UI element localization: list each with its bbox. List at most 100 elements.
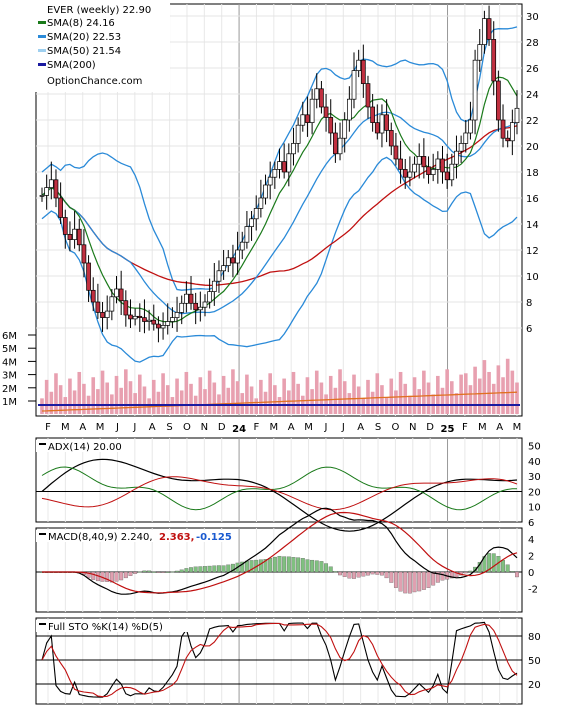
candle-body bbox=[444, 171, 450, 181]
macd-axis-labels: 6 4 2 0 -2 bbox=[528, 518, 538, 595]
macd-hist-bar bbox=[347, 571, 352, 579]
volume-bar bbox=[352, 374, 356, 414]
sma50-swatch bbox=[38, 49, 46, 52]
macd-hist-bar bbox=[230, 563, 235, 573]
volume-bar bbox=[235, 381, 240, 414]
macd-hist-bar bbox=[282, 556, 287, 573]
candle-body bbox=[291, 143, 296, 155]
volume-bar bbox=[263, 391, 268, 414]
macd-hist-bar bbox=[324, 563, 329, 573]
sma20-line bbox=[41, 111, 518, 315]
macd-hist-bar bbox=[258, 559, 263, 573]
adx-label-50: 50 bbox=[528, 442, 541, 453]
macd-hist-bar bbox=[240, 561, 245, 573]
candle-body bbox=[309, 98, 315, 123]
volume-bar bbox=[91, 377, 96, 414]
panel-frame bbox=[35, 437, 523, 523]
volume-bar bbox=[254, 398, 259, 414]
macd-hist-bar bbox=[277, 555, 282, 573]
volume-bar bbox=[445, 369, 449, 414]
volume-bar bbox=[314, 370, 319, 414]
date-label-19: S bbox=[375, 422, 381, 433]
volume-bar bbox=[282, 378, 286, 414]
adx-line bbox=[41, 458, 518, 532]
candle-body bbox=[104, 310, 110, 318]
macd-hist-bar bbox=[403, 571, 408, 594]
volume-bar bbox=[412, 377, 417, 414]
macd-hist-bar bbox=[114, 571, 119, 582]
volume-bar bbox=[198, 377, 203, 414]
candle-body bbox=[430, 169, 436, 175]
macd-hist-bar bbox=[305, 559, 310, 573]
volume-bar bbox=[468, 385, 473, 414]
candle-body bbox=[421, 156, 427, 168]
candle-body bbox=[360, 59, 366, 84]
macd-title-bg bbox=[36, 530, 232, 542]
candle-body bbox=[509, 122, 515, 142]
legend-sma20: SMA(20) 22.53 bbox=[47, 32, 121, 43]
volume-bar bbox=[338, 369, 342, 414]
date-label-22: D bbox=[426, 422, 434, 433]
candle-body bbox=[500, 119, 506, 139]
volume-label-3M: 3M bbox=[2, 371, 17, 382]
volume-bar bbox=[226, 387, 231, 414]
volume-bar bbox=[398, 371, 403, 414]
candle-body bbox=[514, 107, 520, 123]
volume-bar bbox=[361, 398, 366, 414]
macd-hist-bar bbox=[398, 571, 403, 592]
legend-sma8: SMA(8) 24.16 bbox=[47, 18, 115, 29]
candle-body bbox=[300, 114, 306, 126]
volume-bar bbox=[491, 383, 496, 414]
candle-body bbox=[151, 319, 157, 325]
candle-body bbox=[142, 317, 147, 322]
legend-sma50: SMA(50) 21.54 bbox=[47, 46, 121, 57]
volume-bar bbox=[77, 371, 82, 414]
volume-ma bbox=[41, 391, 518, 412]
candle-body bbox=[272, 169, 278, 178]
candle-body bbox=[193, 302, 199, 311]
candle-body bbox=[211, 280, 217, 292]
candle-body bbox=[435, 158, 441, 170]
candle-body bbox=[491, 39, 497, 82]
macd-hist-bar bbox=[119, 571, 124, 581]
date-label-15: M bbox=[304, 422, 313, 433]
stoch-title: Full STO %K(14) %D(5) bbox=[48, 622, 163, 633]
sma8-line bbox=[41, 76, 518, 323]
candle-body bbox=[295, 124, 301, 144]
date-label-25: M bbox=[478, 422, 487, 433]
volume-bar bbox=[221, 375, 226, 414]
date-label-1: M bbox=[61, 422, 70, 433]
macd-hist-bar bbox=[421, 571, 426, 590]
sma200-swatch bbox=[38, 63, 46, 66]
macd-hist-bar bbox=[142, 570, 147, 573]
macd-hist-bar bbox=[184, 568, 189, 573]
volume-bar bbox=[403, 383, 408, 414]
volume-label-6M: 6M bbox=[2, 331, 17, 342]
macd-hist-bar bbox=[505, 564, 510, 573]
volume-bar bbox=[515, 382, 519, 414]
date-label-6: A bbox=[149, 422, 156, 433]
candle-body bbox=[472, 59, 478, 121]
candle-body bbox=[156, 323, 161, 329]
volume-bar bbox=[119, 387, 123, 414]
volume-bar bbox=[305, 377, 310, 414]
macd-hist-bar bbox=[491, 553, 496, 573]
di-minus-line bbox=[41, 476, 518, 511]
date-label-9: N bbox=[201, 422, 208, 433]
volume-bar bbox=[179, 390, 184, 414]
candle-body bbox=[109, 296, 115, 312]
candle-body bbox=[221, 265, 226, 272]
volume-bar bbox=[454, 393, 459, 414]
macd-hist-bar bbox=[342, 571, 347, 577]
candle-body bbox=[477, 44, 483, 61]
candle-body bbox=[53, 179, 59, 199]
macd-hist-bar bbox=[417, 571, 422, 592]
candle-body bbox=[128, 314, 133, 320]
macd-hist-bar bbox=[356, 571, 361, 578]
volume-bar bbox=[128, 381, 133, 414]
candle-body bbox=[184, 293, 189, 304]
volume-bar bbox=[347, 393, 352, 414]
candle-body bbox=[365, 83, 371, 108]
volume-bar bbox=[366, 379, 370, 414]
price-label-6: 6 bbox=[526, 324, 532, 335]
